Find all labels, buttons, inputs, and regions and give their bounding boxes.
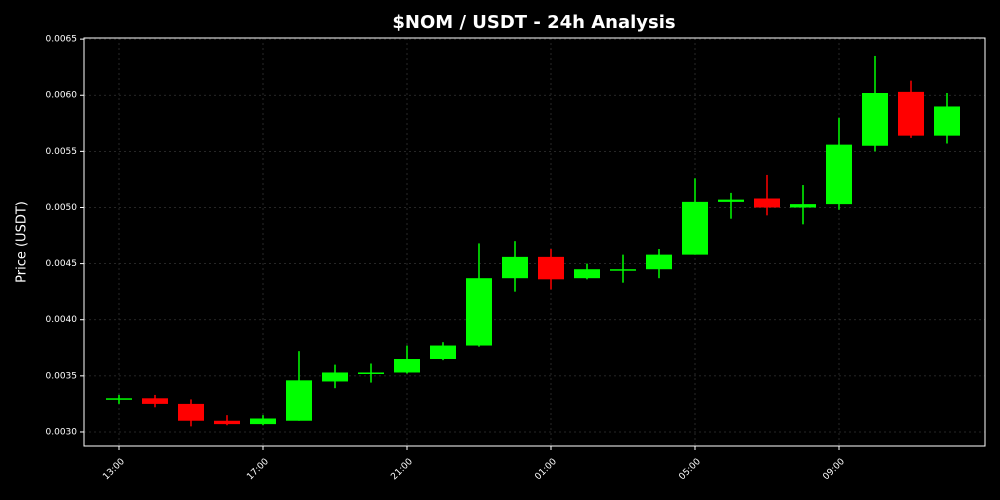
y-tick-label: 0.0065	[46, 35, 78, 45]
y-tick-label: 0.0030	[46, 427, 78, 437]
y-axis-label: Price (USDT)	[15, 201, 30, 283]
candle-body	[898, 91, 924, 136]
candle-body	[394, 359, 420, 373]
chart-title: $NOM / USDT - 24h Analysis	[392, 12, 675, 33]
candle-body	[142, 398, 168, 404]
candle-body	[466, 278, 492, 346]
candle-body	[718, 199, 744, 202]
candle-body	[106, 398, 132, 400]
y-tick-label: 0.0055	[46, 147, 78, 157]
candle-body	[754, 198, 780, 208]
candle-body	[934, 106, 960, 136]
y-tick-label: 0.0035	[46, 371, 78, 381]
candle-body	[178, 403, 204, 421]
y-tick-label: 0.0045	[46, 259, 78, 269]
candle-body	[250, 418, 276, 425]
candle-body	[646, 254, 672, 270]
candle-body	[502, 256, 528, 279]
candle-body	[358, 372, 384, 374]
candle-body	[790, 204, 816, 208]
candle-body	[826, 144, 852, 205]
candle-body	[574, 269, 600, 279]
candle-body	[610, 269, 636, 271]
candle-body	[214, 420, 240, 425]
y-tick-label: 0.0060	[46, 91, 78, 101]
y-tick-label: 0.0040	[46, 315, 78, 325]
candle-body	[862, 92, 888, 146]
plot-frame	[83, 37, 986, 447]
candle-body	[682, 201, 708, 255]
candle-body	[286, 380, 312, 421]
candle-body	[430, 345, 456, 360]
candle-body	[538, 256, 564, 280]
candle-body	[322, 372, 348, 382]
y-tick-label: 0.0050	[46, 203, 78, 213]
